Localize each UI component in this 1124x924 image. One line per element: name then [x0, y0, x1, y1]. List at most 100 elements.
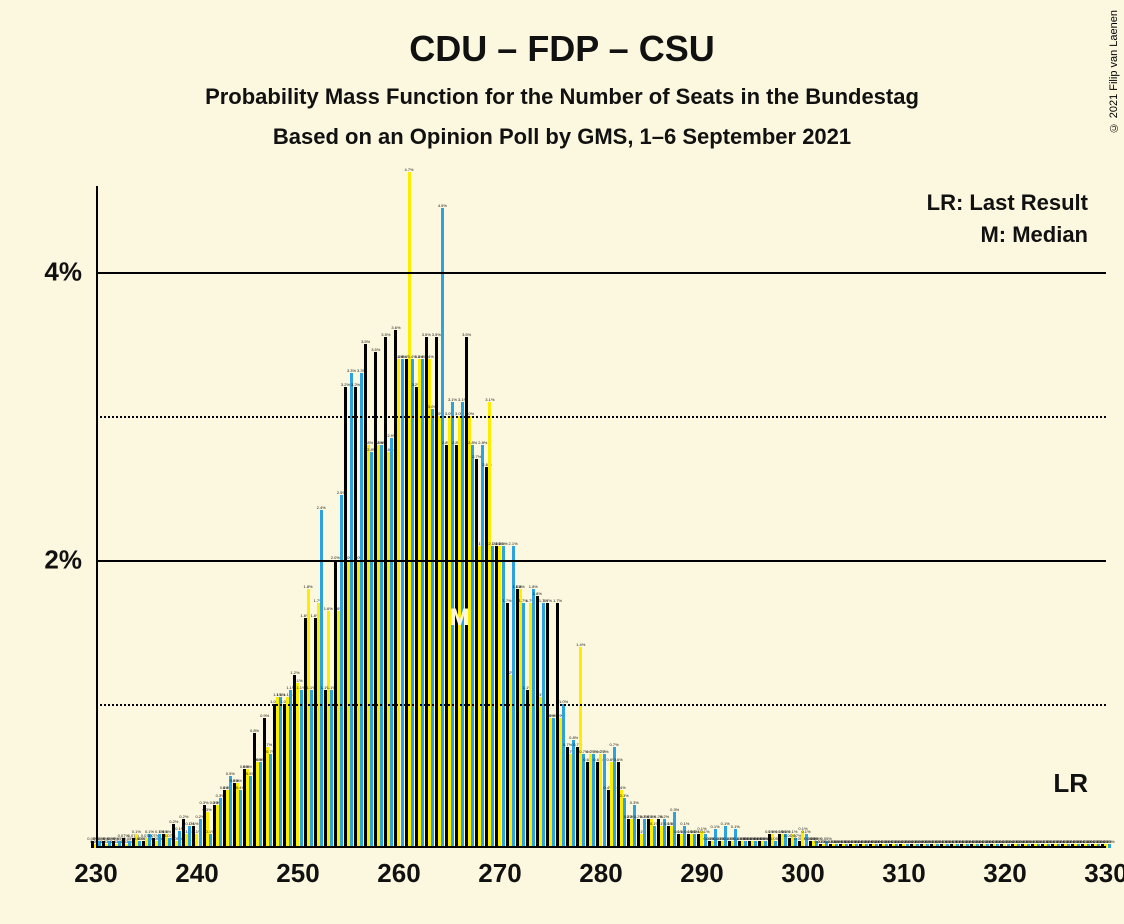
bars-container: 0.05%0.03%0.05%0.05%0.03%0.05%0.05%0.03%…	[96, 186, 1106, 848]
bar-blue: 1.8%	[532, 589, 535, 848]
seat-group: 0.03%0.03%0.03%	[1021, 186, 1030, 848]
bar-value-label: 1.8%	[516, 585, 525, 589]
bar-blue: 0.6%	[259, 762, 262, 848]
seat-group: 0.03%0.03%0.03%	[1011, 186, 1020, 848]
seat-group: 3.5%2.8%2.8%	[364, 186, 373, 848]
seat-group: 0.03%0.03%0.03%	[879, 186, 888, 848]
seat-group: 0.1%0.1%0.3%	[667, 186, 676, 848]
seat-group: 0.03%0.03%0.03%	[1031, 186, 1040, 848]
bar-value-label: 1.6%	[324, 607, 333, 611]
bar-value-label: 2.7%	[472, 455, 481, 459]
seat-group: 0.1%0.1%0.07%	[162, 186, 171, 848]
xtick-label: 320	[983, 858, 1026, 889]
bar-value-label: 0.1%	[132, 830, 141, 834]
seat-group: 0.4%0.6%0.7%	[607, 186, 616, 848]
seat-group: 0.03%0.03%0.03%	[980, 186, 989, 848]
seat-group: 3.5%3.0%4.5%	[435, 186, 444, 848]
bar-blue: 3.4%	[401, 359, 404, 848]
seat-group: 3.5%3.0%2.8%	[465, 186, 474, 848]
bar-value-label: 3.5%	[361, 340, 370, 344]
seat-group: 2.8%3.0%3.1%	[455, 186, 464, 848]
seat-group: 0.03%0.03%0.03%	[829, 186, 838, 848]
seat-group: 0.2%0.1%0.2%	[637, 186, 646, 848]
copyright-text: © 2021 Filip van Laenen	[1108, 10, 1120, 133]
bar-value-label: 3.5%	[381, 333, 390, 337]
seat-group: 0.05%0.05%0.1%	[728, 186, 737, 848]
bar-blue: 4.5%	[441, 208, 444, 848]
seat-group: 0.6%0.7%0.7%	[596, 186, 605, 848]
bar-blue: 3.3%	[360, 373, 363, 848]
bar-blue: 1.0%	[562, 704, 565, 848]
ytick-label: 4%	[12, 257, 82, 288]
grid-minor	[96, 704, 1106, 706]
bar-blue: 0.7%	[603, 754, 606, 848]
bar-value-label: 1.4%	[576, 643, 585, 647]
seat-group: 0.03%0.03%0.05%	[819, 186, 828, 848]
bar-blue: 2.5%	[340, 495, 343, 848]
bar-value-label: 3.5%	[371, 348, 380, 352]
bar-value-label: 0.1%	[189, 822, 198, 826]
seat-group: 0.5%0.5%0.4%	[233, 186, 242, 848]
bar-value-label: 0.8%	[250, 729, 259, 733]
bar-blue: 2.8%	[481, 445, 484, 848]
bar-blue: 0.7%	[269, 754, 272, 848]
bar-value-label: 0.2%	[169, 820, 178, 824]
bar-value-label: 3.5%	[462, 333, 471, 337]
seat-group: 0.03%0.03%0.03%	[1081, 186, 1090, 848]
bar-value-label: 0.9%	[260, 714, 269, 718]
seat-group: 0.05%0.05%0.05%	[738, 186, 747, 848]
bar-blue: 0.3%	[633, 805, 636, 848]
grid-major	[96, 272, 1106, 274]
grid-minor	[96, 416, 1106, 418]
bar-blue: 0.8%	[572, 740, 575, 848]
seat-group: 3.5%3.4%3.0%	[425, 186, 434, 848]
seat-group: 0.03%0.03%0.03%	[889, 186, 898, 848]
seat-group: 0.03%0.03%0.03%	[950, 186, 959, 848]
seat-group: 0.03%0.03%0.03%	[1000, 186, 1009, 848]
bar-blue: 0.03%	[1108, 844, 1111, 848]
seat-group: 0.03%0.03%0.03%	[920, 186, 929, 848]
bar-value-label: 0.3%	[199, 801, 208, 805]
seat-group: 0.07%0.03%0.05%	[122, 186, 131, 848]
bar-value-label: 1.2%	[290, 671, 299, 675]
seat-group: 0.03%0.03%0.03%	[899, 186, 908, 848]
seat-group: 0.2%0.2%0.1%	[647, 186, 656, 848]
xtick-label: 300	[781, 858, 824, 889]
seat-group: 3.2%2.0%3.3%	[354, 186, 363, 848]
bar-blue: 0.7%	[613, 747, 616, 848]
seat-group: 3.2%3.4%3.4%	[415, 186, 424, 848]
bar-value-label: 1.7%	[543, 599, 552, 603]
bar-blue: 0.2%	[643, 819, 646, 848]
bar-blue: 0.1%	[188, 826, 191, 848]
bar-value-label: 1.8%	[533, 592, 542, 596]
bar-blue: 1.1%	[279, 697, 282, 848]
seat-group: 1.7%0.9%1.0%	[556, 186, 565, 848]
bar-value-label: 3.6%	[391, 326, 400, 330]
seat-group: 0.2%0.1%0.2%	[657, 186, 666, 848]
seat-group: 0.1%0.1%0.1%	[697, 186, 706, 848]
seat-group: 1.6%1.7%2.4%	[314, 186, 323, 848]
bar-blue: 1.7%	[542, 603, 545, 848]
seat-group: 1.2%1.1%1.1%	[293, 186, 302, 848]
seat-group: 1.6%1.8%1.1%	[304, 186, 313, 848]
seat-group: 0.05%0.1%0.1%	[798, 186, 807, 848]
bar-blue: 2.8%	[380, 445, 383, 848]
seat-group: 1.0%1.1%1.1%	[283, 186, 292, 848]
title-sub2: Based on an Opinion Poll by GMS, 1–6 Sep…	[0, 124, 1124, 150]
bar-blue: 1.1%	[330, 690, 333, 848]
seat-group: 3.4%4.7%3.4%	[405, 186, 414, 848]
seat-group: 3.5%2.8%2.8%	[374, 186, 383, 848]
bar-blue: 1.1%	[310, 690, 313, 848]
xtick-label: 280	[579, 858, 622, 889]
bar-blue: 1.1%	[289, 690, 292, 848]
bar-value-label: 0.6%	[243, 765, 252, 769]
seat-group: 0.05%0.05%0.1%	[708, 186, 717, 848]
bar-value-label: 3.5%	[432, 333, 441, 337]
seat-group: 0.03%0.03%0.03%	[1071, 186, 1080, 848]
seat-group: 0.07%0.05%0.1%	[152, 186, 161, 848]
bar-blue: 0.3%	[623, 798, 626, 848]
plot-area: 0.05%0.03%0.05%0.05%0.03%0.05%0.05%0.03%…	[96, 186, 1106, 848]
seat-group: 1.8%1.8%1.7%	[516, 186, 525, 848]
seat-group: 2.1%2.1%2.1%	[495, 186, 504, 848]
bar-value-label: 1.7%	[553, 599, 562, 603]
